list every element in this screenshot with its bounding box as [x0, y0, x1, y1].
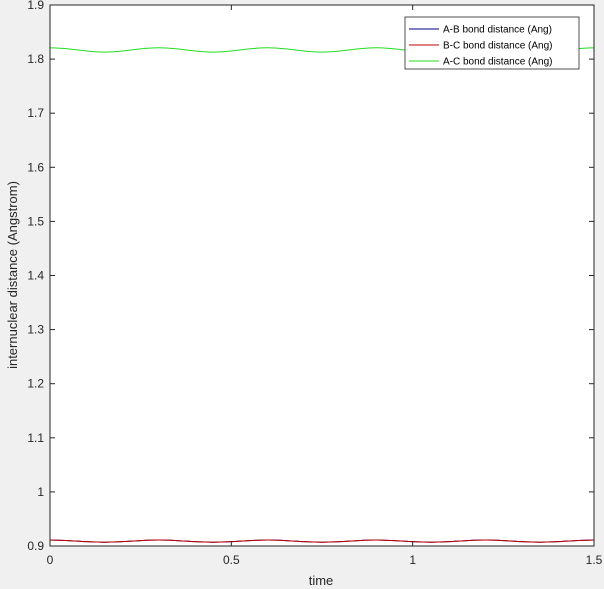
y-tick-label: 0.9: [27, 539, 44, 553]
x-tick-label: 0: [47, 553, 54, 567]
y-tick-label: 1.5: [27, 214, 44, 228]
legend-entry-ab: A-B bond distance (Ang): [443, 25, 552, 36]
tick-layer: 0 0.5 1 1.5 0.9 1 1.1 1.2 1.3 1.4 1.5 1.6 1.7 1.8 1.9: [27, 0, 602, 567]
y-tick-label: 1.7: [27, 106, 44, 120]
legend-entry-bc: B-C bond distance (Ang): [443, 41, 553, 52]
y-tick-label: 1.2: [27, 377, 44, 391]
y-tick-label: 1: [37, 485, 44, 499]
legend-entry-ac: A-C bond distance (Ang): [443, 57, 553, 68]
y-tick-label: 1.9: [27, 0, 44, 12]
plot-area: [50, 5, 594, 546]
y-tick-label: 1.4: [27, 269, 44, 283]
y-axis-label: internuclear distance (Angstrom): [5, 181, 20, 369]
y-tick-label: 1.3: [27, 323, 44, 337]
x-tick-label: 0.5: [223, 553, 240, 567]
legend-box: [404, 16, 580, 70]
y-tick-label: 1.6: [27, 160, 44, 174]
x-tick-label: 1: [409, 553, 416, 567]
y-tick-label: 1.1: [27, 431, 44, 445]
y-tick-label: 1.8: [27, 52, 44, 66]
series-line-1: [49, 539, 595, 543]
x-axis-label: time: [309, 573, 334, 588]
legend: A-B bond distance (Ang) B-C bond distanc…: [404, 16, 580, 70]
x-tick-label: 1.5: [586, 553, 603, 567]
